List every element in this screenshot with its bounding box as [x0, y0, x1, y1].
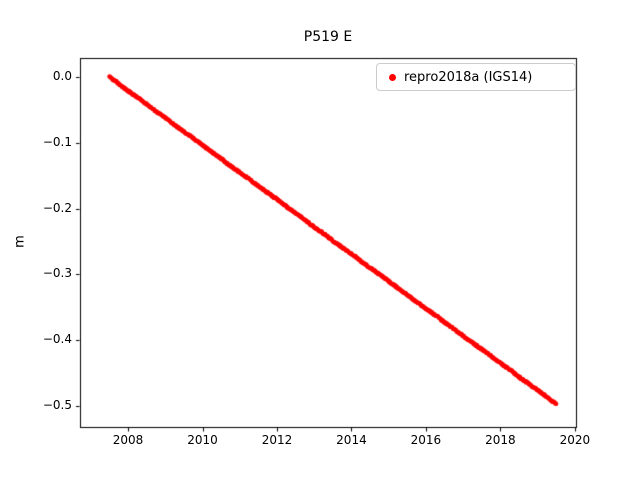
x-tick-label: 2020: [559, 433, 591, 447]
x-tick-label: 2016: [410, 433, 442, 447]
legend-marker-dot-icon: [389, 73, 396, 81]
y-tick-label: −0.5: [42, 397, 72, 412]
x-tick-label: 2014: [336, 433, 367, 447]
legend-label: repro2018a (IGS14): [404, 69, 533, 85]
y-tick-label: −0.2: [42, 200, 72, 215]
y-tick-label: −0.3: [42, 266, 72, 281]
x-tick-label: 2012: [261, 433, 293, 447]
x-tick-label: 2008: [112, 433, 144, 447]
y-tick-label: −0.1: [42, 134, 72, 149]
y-axis-label: m: [12, 235, 28, 248]
x-tick-label: 2010: [187, 433, 218, 447]
chart-title: P519 E: [303, 29, 353, 45]
legend: repro2018a (IGS14): [376, 63, 576, 91]
y-tick-label: 0.0: [52, 69, 72, 84]
y-tick-label: −0.4: [42, 332, 72, 347]
x-tick-label: 2018: [485, 433, 516, 447]
